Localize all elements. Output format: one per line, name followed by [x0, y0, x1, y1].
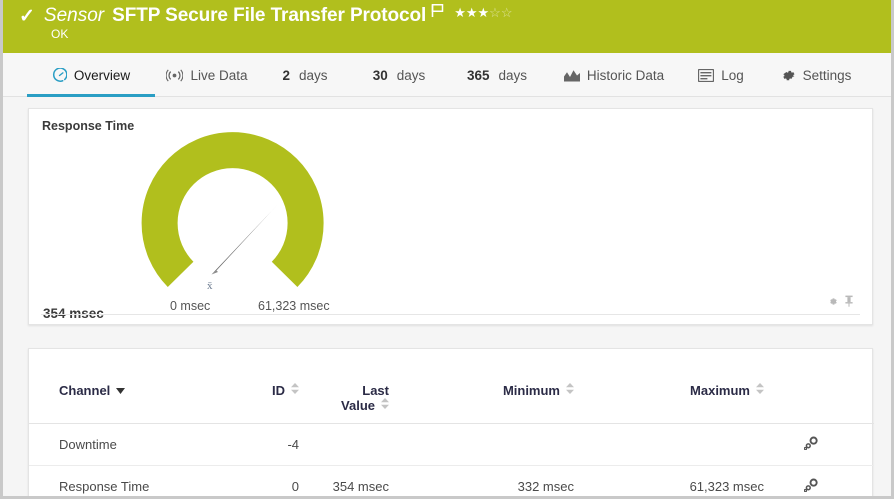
gear-settings-icon[interactable]	[803, 436, 819, 453]
gauge-scale-max: 61,323 msec	[258, 299, 330, 313]
gauge-mean-marker: x̄	[207, 280, 213, 292]
log-icon	[698, 68, 715, 82]
column-label-value: Value	[341, 398, 375, 413]
check-icon: ✓	[19, 5, 35, 27]
tab-overview[interactable]: Overview	[27, 53, 155, 97]
sort-desc-icon	[116, 382, 126, 397]
star-empty: ☆	[489, 5, 501, 20]
gauge-svg: x̄	[141, 132, 324, 292]
gear-settings-icon[interactable]	[803, 478, 819, 495]
gear-icon[interactable]	[827, 294, 838, 312]
tab-label-live-data: Live Data	[190, 67, 248, 83]
gauge-current-value: 354 msec	[43, 306, 104, 321]
column-label-id: ID	[272, 383, 285, 398]
tab-label-2-days: days	[298, 67, 328, 83]
sort-both-icon	[381, 397, 389, 412]
priority-stars[interactable]: ★★★☆☆	[454, 5, 512, 21]
gauge-icon	[52, 67, 67, 83]
gear-icon	[781, 68, 796, 83]
tab-label-log: Log	[721, 67, 744, 83]
chart-icon	[563, 69, 580, 82]
gauge-card-tools	[827, 294, 854, 312]
cell-maximum	[584, 423, 774, 466]
live-signal-icon	[166, 69, 184, 82]
tab-label-settings: Settings	[802, 67, 852, 83]
cell-id: -4	[224, 423, 309, 466]
gauge-needle-hub	[211, 270, 218, 275]
tab-num-365: 365	[466, 67, 490, 83]
cell-channel: Response Time	[29, 465, 224, 496]
tab-365-days[interactable]: 365 days	[447, 53, 547, 97]
tab-live-data[interactable]: Live Data	[155, 53, 259, 97]
table-row[interactable]: Downtime -4	[29, 423, 874, 466]
page-title: SFTP Secure File Transfer Protocol	[112, 5, 427, 26]
gauge-needle	[211, 203, 279, 275]
tab-settings[interactable]: Settings	[761, 53, 871, 97]
cell-channel: Downtime	[29, 423, 224, 466]
sort-both-icon	[756, 382, 764, 397]
sort-both-icon	[566, 382, 574, 397]
star-filled: ★	[465, 5, 478, 20]
response-time-gauge-card: Response Time x̄ 0 msec 61,323 msec 354 …	[28, 108, 873, 325]
tab-log[interactable]: Log	[681, 53, 761, 97]
table-row[interactable]: Response Time 0 354 msec 332 msec 61,323…	[29, 465, 874, 496]
channel-table-card: Channel ID Last Value	[28, 348, 874, 496]
star-filled: ★	[454, 5, 466, 20]
cell-minimum: 332 msec	[399, 465, 584, 496]
column-label-channel: Channel	[59, 383, 111, 398]
tab-label-overview: Overview	[73, 67, 131, 83]
status-badge: OK	[51, 27, 69, 41]
sensor-header-title-row: ✓ Sensor SFTP Secure File Transfer Proto…	[19, 3, 512, 29]
gauge-card-title: Response Time	[42, 119, 135, 133]
tab-label-365-days: days	[498, 67, 528, 83]
star-empty: ☆	[500, 5, 513, 20]
tab-2-days[interactable]: 2 days	[259, 53, 351, 97]
cell-maximum: 61,323 msec	[584, 465, 774, 496]
response-time-gauge: x̄	[139, 131, 369, 306]
star-filled: ★	[477, 5, 490, 20]
column-header-id[interactable]: ID	[224, 377, 309, 424]
sensor-kind-label: Sensor	[43, 5, 105, 26]
gauge-card-divider	[41, 314, 860, 315]
flag-icon[interactable]	[431, 3, 444, 23]
cell-minimum	[399, 423, 584, 466]
tab-bar: Overview Live Data 2 days	[3, 53, 891, 97]
gauge-scale-min: 0 msec	[170, 299, 211, 313]
column-header-actions	[774, 377, 874, 424]
tab-num-30: 30	[372, 67, 388, 83]
tab-historic-data[interactable]: Historic Data	[547, 53, 681, 97]
cell-id: 0	[224, 465, 309, 496]
tab-label-30-days: days	[396, 67, 426, 83]
column-label-last: Last	[362, 383, 389, 398]
column-label-minimum: Minimum	[502, 383, 560, 398]
column-header-last-value[interactable]: Last Value	[309, 377, 399, 424]
cell-actions	[774, 465, 874, 496]
column-header-minimum[interactable]: Minimum	[399, 377, 584, 424]
channel-table: Channel ID Last Value	[29, 377, 874, 496]
column-header-channel[interactable]: Channel	[29, 377, 224, 424]
tab-label-historic-data: Historic Data	[586, 67, 665, 83]
pin-icon[interactable]	[844, 294, 854, 312]
cell-actions	[774, 423, 874, 466]
column-label-maximum: Maximum	[690, 383, 750, 398]
column-header-maximum[interactable]: Maximum	[584, 377, 774, 424]
table-header-row: Channel ID Last Value	[29, 377, 874, 424]
tab-num-2: 2	[282, 67, 290, 83]
tab-30-days[interactable]: 30 days	[351, 53, 447, 97]
cell-last-value: 354 msec	[309, 465, 399, 496]
sort-both-icon	[291, 382, 299, 397]
cell-last-value	[309, 423, 399, 466]
sensor-header: ✓ Sensor SFTP Secure File Transfer Proto…	[3, 0, 891, 53]
gauge-arc	[141, 132, 324, 288]
